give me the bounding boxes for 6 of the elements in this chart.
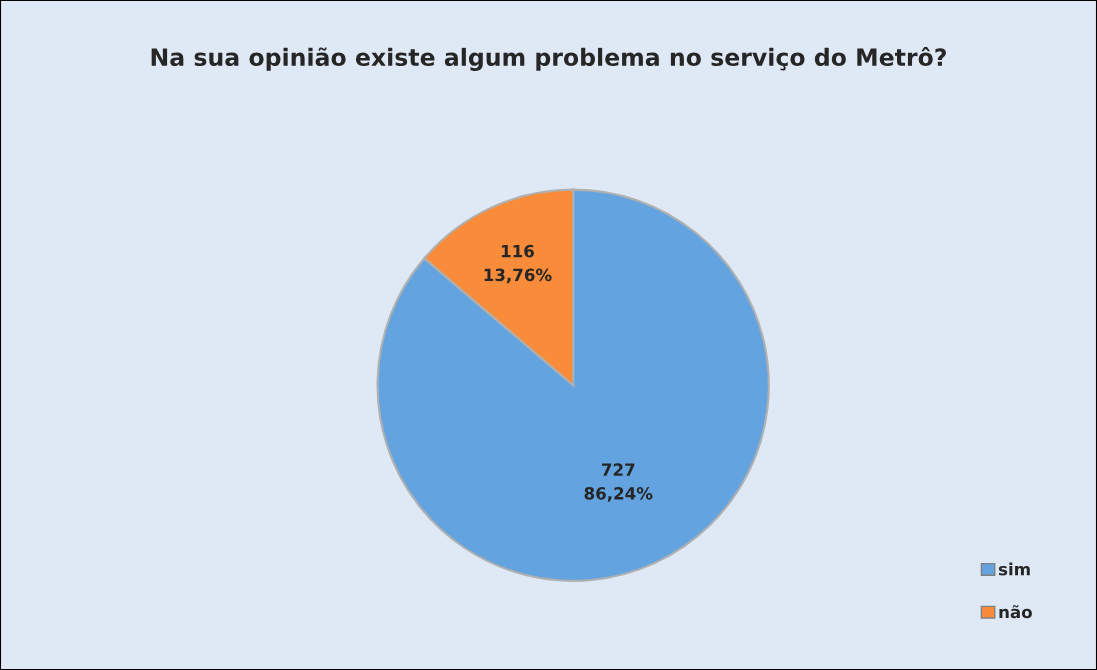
data-label: 116 13,76% [484,244,552,284]
legend-label: não [999,605,1032,619]
legend-label: sim [998,562,1030,576]
pie-slice [376,188,770,582]
chart-title: Na sua opinião existe algum problema no serviço do Metrô? [151,46,946,71]
data-label: 727 86,24% [584,463,653,502]
